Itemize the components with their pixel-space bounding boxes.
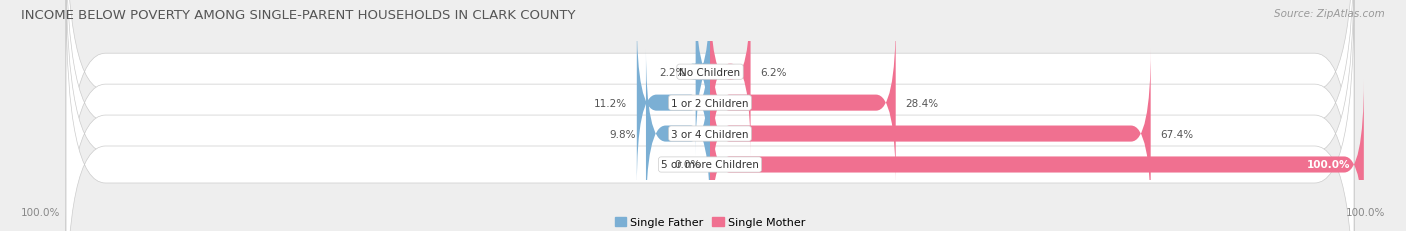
Text: 2.2%: 2.2% bbox=[659, 67, 686, 77]
FancyBboxPatch shape bbox=[710, 19, 896, 188]
Text: 11.2%: 11.2% bbox=[593, 98, 627, 108]
Text: 1 or 2 Children: 1 or 2 Children bbox=[671, 98, 749, 108]
Text: No Children: No Children bbox=[679, 67, 741, 77]
FancyBboxPatch shape bbox=[645, 50, 710, 218]
Text: Source: ZipAtlas.com: Source: ZipAtlas.com bbox=[1274, 9, 1385, 19]
FancyBboxPatch shape bbox=[710, 50, 1150, 218]
Text: 5 or more Children: 5 or more Children bbox=[661, 160, 759, 170]
Text: INCOME BELOW POVERTY AMONG SINGLE-PARENT HOUSEHOLDS IN CLARK COUNTY: INCOME BELOW POVERTY AMONG SINGLE-PARENT… bbox=[21, 9, 575, 22]
FancyBboxPatch shape bbox=[710, 0, 751, 157]
FancyBboxPatch shape bbox=[66, 0, 1354, 231]
Text: 0.0%: 0.0% bbox=[673, 160, 700, 170]
Text: 28.4%: 28.4% bbox=[905, 98, 939, 108]
Text: 100.0%: 100.0% bbox=[21, 207, 60, 217]
Text: 100.0%: 100.0% bbox=[1308, 160, 1351, 170]
FancyBboxPatch shape bbox=[710, 80, 1364, 231]
FancyBboxPatch shape bbox=[637, 19, 710, 188]
Legend: Single Father, Single Mother: Single Father, Single Mother bbox=[614, 217, 806, 227]
Text: 67.4%: 67.4% bbox=[1160, 129, 1194, 139]
FancyBboxPatch shape bbox=[66, 0, 1354, 231]
FancyBboxPatch shape bbox=[690, 0, 716, 157]
Text: 100.0%: 100.0% bbox=[1346, 207, 1385, 217]
Text: 6.2%: 6.2% bbox=[761, 67, 787, 77]
FancyBboxPatch shape bbox=[66, 0, 1354, 231]
Text: 3 or 4 Children: 3 or 4 Children bbox=[671, 129, 749, 139]
FancyBboxPatch shape bbox=[66, 0, 1354, 231]
Text: 9.8%: 9.8% bbox=[610, 129, 636, 139]
